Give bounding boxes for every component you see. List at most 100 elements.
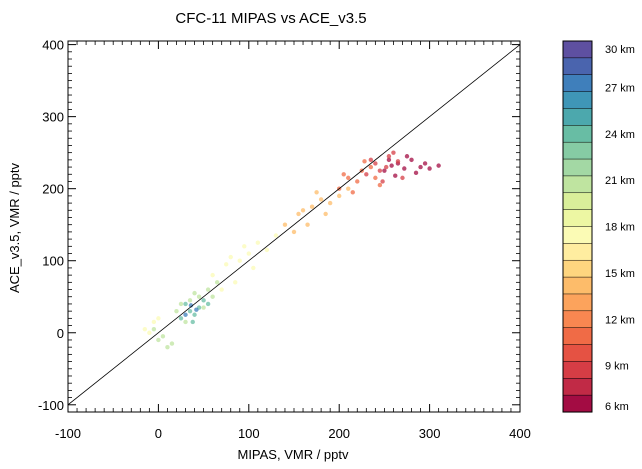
colorbar-segment <box>562 175 593 194</box>
colorbar-segment <box>562 57 593 76</box>
data-point <box>413 170 419 176</box>
data-point <box>386 154 392 159</box>
x-tick-label: 200 <box>328 426 350 441</box>
data-point <box>282 222 288 227</box>
data-point <box>346 175 351 181</box>
colorbar-segment <box>562 209 593 228</box>
data-point <box>205 301 211 307</box>
data-point <box>400 175 405 181</box>
data-point <box>368 164 374 170</box>
data-point <box>393 173 398 178</box>
colorbar-segment <box>562 259 593 278</box>
data-point <box>192 312 197 317</box>
y-tick-label: 0 <box>57 326 64 341</box>
data-point <box>364 172 369 177</box>
y-tick-label: 100 <box>42 254 64 269</box>
data-point <box>409 157 414 163</box>
data-point <box>337 193 342 199</box>
data-point <box>187 298 193 303</box>
data-point <box>190 319 195 325</box>
colorbar-label: 12 km <box>605 314 635 326</box>
colorbar-segment <box>562 310 593 329</box>
x-axis-label: MIPAS, VMR / pptv <box>237 447 349 462</box>
data-point <box>389 163 394 168</box>
data-point <box>427 166 432 171</box>
colorbar-segment <box>562 226 593 244</box>
colorbar-segment <box>562 141 593 160</box>
data-point <box>380 179 385 184</box>
colorbar-segment <box>562 74 593 93</box>
y-axis-label: ACE_v3.5, VMR / pptv <box>7 162 22 293</box>
data-point <box>350 190 355 195</box>
plot-area <box>68 44 520 406</box>
data-point <box>214 280 220 285</box>
data-point <box>151 326 157 332</box>
data-point <box>273 233 279 238</box>
data-point <box>142 326 148 332</box>
data-point <box>156 316 161 321</box>
data-point <box>402 166 407 171</box>
data-point <box>187 308 193 314</box>
colorbar-label: 30 km <box>605 44 635 56</box>
data-point <box>165 344 170 350</box>
data-point <box>377 168 383 173</box>
y-tick-label: 300 <box>42 110 64 125</box>
x-tick-label: -100 <box>55 426 81 441</box>
colorbar-segment <box>562 125 593 143</box>
data-point <box>183 319 188 325</box>
one-to-one-line <box>68 44 520 406</box>
y-tick-label: 200 <box>42 182 64 197</box>
colorbar-label: 24 km <box>605 129 635 141</box>
data-point <box>373 161 378 166</box>
colorbar-segment <box>562 344 593 362</box>
colorbar-frame <box>562 40 593 413</box>
data-point <box>264 247 270 253</box>
data-point <box>183 301 188 307</box>
data-point <box>174 308 179 314</box>
axes: -100 0 100 200 300 400 -100 0 100 200 300 400 <box>38 38 531 441</box>
data-point <box>395 159 401 164</box>
data-point <box>382 168 387 173</box>
x-tick-label: 400 <box>509 426 531 441</box>
colorbar-segment <box>562 108 593 126</box>
data-point <box>169 341 175 346</box>
chart-title: CFC-11 MIPAS vs ACE_v3.5 <box>175 10 366 27</box>
colorbar-segment <box>562 158 593 177</box>
colorbar-segment <box>562 327 593 346</box>
data-point <box>346 186 351 191</box>
data-point <box>404 154 410 159</box>
x-tick-label: 0 <box>155 426 162 441</box>
data-point <box>300 208 306 213</box>
x-tick-label: 300 <box>419 426 441 441</box>
colorbar-label: 6 km <box>605 401 629 413</box>
data-point <box>255 240 261 245</box>
colorbar-label: 9 km <box>605 361 629 373</box>
data-point <box>309 204 315 209</box>
colorbar-label: 15 km <box>605 268 635 280</box>
data-point <box>251 265 256 271</box>
data-point <box>384 164 389 170</box>
data-point <box>386 157 392 163</box>
data-point <box>201 298 206 303</box>
data-point <box>196 294 202 299</box>
colorbar-segment <box>562 293 593 312</box>
data-point <box>296 211 301 217</box>
colorbar-segment <box>562 91 593 110</box>
data-point <box>391 150 396 155</box>
data-point <box>314 190 319 195</box>
colorbar-segment <box>562 276 593 295</box>
data-point <box>183 312 188 317</box>
colorbar-label: 21 km <box>605 175 635 187</box>
data-point <box>228 254 233 260</box>
data-point <box>192 290 197 296</box>
data-point <box>237 258 242 263</box>
data-point <box>436 163 441 168</box>
data-point <box>355 179 360 184</box>
data-point <box>147 330 152 335</box>
data-point <box>178 316 184 321</box>
colorbar-segment <box>562 192 593 211</box>
data-point <box>305 222 310 227</box>
data-point <box>418 164 423 170</box>
